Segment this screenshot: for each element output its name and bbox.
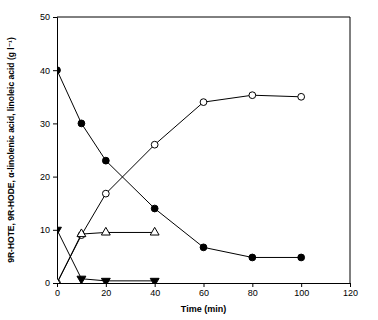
data-point [101,227,110,235]
data-point [151,141,158,148]
x-tick: 100 [294,283,309,298]
y-tick-mark [53,123,57,124]
data-point [77,229,86,237]
data-point [200,99,207,106]
series-line [57,230,155,281]
y-tick-label: 40 [40,66,50,76]
y-tick: 20 [40,172,57,182]
x-tick: 0 [55,283,60,298]
x-tick-label: 80 [248,288,258,298]
data-point [77,276,86,283]
x-tick: 40 [150,283,160,298]
data-point [298,254,305,261]
x-tick-label: 100 [294,288,309,298]
x-axis-line [58,284,351,288]
y-tick-mark [53,17,57,18]
data-point [57,67,60,74]
x-tick: 20 [101,283,111,298]
data-point [249,92,256,99]
x-tick: 120 [343,283,358,298]
data-point [151,205,158,212]
series-line [57,95,301,283]
data-point [249,254,256,261]
x-axis: 0 20 40 60 80 100 120 [55,283,358,298]
x-tick-mark [301,283,302,287]
x-tick: 80 [248,283,258,298]
frame [350,17,351,283]
chart: 0 20 40 60 80 100 120 0 10 20 30 40 50 Time (min) 9R-H… [0,0,378,320]
data-point [78,120,85,127]
y-tick: 10 [40,225,57,235]
data-point [298,93,305,100]
x-tick-label: 120 [343,288,358,298]
y-tick: 40 [40,66,57,76]
x-tick-label: 40 [150,288,160,298]
y-tick-label: 0 [45,278,50,288]
x-tick-mark [350,283,351,287]
plot-area [57,67,305,283]
y-axis-line [53,18,58,284]
frame [57,17,350,18]
x-tick-label: 20 [101,288,111,298]
data-point [200,244,207,251]
x-tick-label: 60 [199,288,209,298]
y-tick-mark [53,70,57,71]
data-point [57,227,61,235]
y-axis-title: 9R-HOTE, 9R-HODE, α-linolenic acid, lino… [6,37,16,263]
y-tick-mark [53,230,57,231]
x-tick-mark [106,283,107,287]
y-tick-mark [53,177,57,178]
data-point [102,190,109,197]
x-axis-title: Time (min) [181,304,226,314]
x-tick-mark [155,283,156,287]
y-tick-mark [53,283,57,284]
y-tick-label: 30 [40,119,50,129]
x-tick-mark [252,283,253,287]
y-tick-label: 10 [40,225,50,235]
x-tick: 60 [199,283,209,298]
y-tick-label: 50 [40,12,50,22]
data-point [57,278,61,283]
y-tick-label: 20 [40,172,50,182]
y-tick: 0 [45,278,57,288]
series-line [57,232,155,283]
data-point [102,157,109,164]
x-tick-label: 0 [55,288,60,298]
data-point [150,227,159,235]
data-point [101,278,110,283]
series-line [57,70,301,257]
x-tick-mark [204,283,205,287]
y-tick: 50 [40,12,57,22]
y-tick: 30 [40,119,57,129]
y-axis: 0 10 20 30 40 50 [40,12,58,288]
data-point [150,278,159,283]
